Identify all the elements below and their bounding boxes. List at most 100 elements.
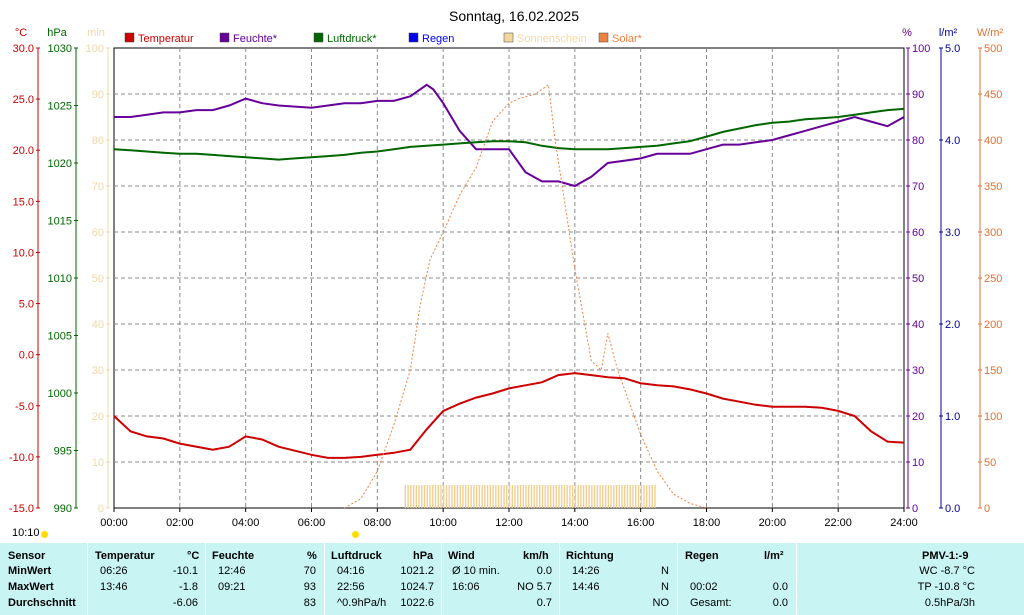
axis-tick-label: 70 xyxy=(92,181,104,193)
humidity-time: 12:46 xyxy=(218,565,246,577)
axis-tick-label: 300 xyxy=(984,227,1002,239)
legend-label: Sonnenschein xyxy=(517,33,587,45)
axis-tick-label: 80 xyxy=(92,135,104,147)
axis-tick-label: 990 xyxy=(54,503,72,515)
temp-value: -10.1 xyxy=(172,565,198,577)
legend-swatch xyxy=(503,32,514,43)
chart-grid xyxy=(113,47,905,509)
axis-tick-label: 1010 xyxy=(48,273,72,285)
axis-tick-label: 50 xyxy=(92,273,104,285)
axis-unit-label: % xyxy=(902,27,912,39)
axis-tick-label: 500 xyxy=(984,43,1002,55)
wind-value: NO 5.7 xyxy=(517,581,552,593)
axis-tick-label: 10 xyxy=(92,457,104,469)
timestamp-label: 10:10 xyxy=(12,527,40,539)
axis-tick-label: 100 xyxy=(86,43,104,55)
axis-tick-label: -10.0 xyxy=(9,452,34,464)
axis-tick-label: 30.0 xyxy=(13,43,34,55)
humidity-value: 70 xyxy=(303,565,316,577)
comfort-value: WC -8.7 °C xyxy=(919,565,975,577)
axis-tick-label: 150 xyxy=(984,365,1002,377)
axis-tick-label: 80 xyxy=(912,135,924,147)
x-tick-label: 08:00 xyxy=(364,517,392,529)
series-line xyxy=(114,83,905,188)
pressure-value: 1024.7 xyxy=(400,581,434,593)
rain-value: 0.0 xyxy=(772,581,788,593)
wind-value: 0.0 xyxy=(536,565,552,577)
axis-tick-label: 15.0 xyxy=(13,196,34,208)
header-rain-unit: l/m² xyxy=(764,550,784,562)
axis-tick-label: 1025 xyxy=(48,101,72,113)
axis-tick-label: 20 xyxy=(92,411,104,423)
axis-tick-label: 2.0 xyxy=(945,319,960,331)
axis-tick-label: 90 xyxy=(92,89,104,101)
row-label: Durchschnitt xyxy=(8,597,76,609)
x-tick-label: 00:00 xyxy=(100,517,128,529)
pressure-value: 1021.2 xyxy=(400,565,434,577)
direction-time: 14:26 xyxy=(572,565,600,577)
marker-dot xyxy=(41,531,48,538)
comfort-value: TP -10.8 °C xyxy=(917,581,975,593)
temp-time: 13:46 xyxy=(100,581,128,593)
axis-unit-label: hPa xyxy=(47,27,67,39)
statistics-table: Sensor Temperatur °C Feuchte % Luftdruck… xyxy=(0,543,1024,615)
header-wind-unit: km/h xyxy=(523,550,549,562)
x-tick-label: 02:00 xyxy=(166,517,194,529)
chart-title: Sonntag, 16.02.2025 xyxy=(449,8,579,24)
axis-tick-label: 90 xyxy=(912,89,924,101)
axis-tick-label: 100 xyxy=(984,411,1002,423)
x-tick-label: 18:00 xyxy=(693,517,721,529)
axis-tick-label: 1030 xyxy=(48,43,72,55)
header-rain: Regen xyxy=(685,550,719,562)
row-label: MaxWert xyxy=(8,581,54,593)
axis-tick-label: 1000 xyxy=(48,388,72,400)
header-temperature: Temperatur xyxy=(95,550,155,562)
direction-value: N xyxy=(661,581,669,593)
legend-swatch xyxy=(598,32,609,43)
temp-value: -1.8 xyxy=(179,581,198,593)
humidity-value: 83 xyxy=(303,597,316,609)
axis-tick-label: 40 xyxy=(92,319,104,331)
wind-time: Ø 10 min. xyxy=(452,565,500,577)
series-line xyxy=(113,107,905,161)
axis-tick-label: 30 xyxy=(92,365,104,377)
legend-label: Solar* xyxy=(612,33,643,45)
axis-tick-label: 5.0 xyxy=(19,299,34,311)
rain-time: 00:02 xyxy=(690,581,718,593)
axis-tick-label: 70 xyxy=(912,181,924,193)
sunshine-bars xyxy=(404,485,656,508)
pressure-value: 1022.6 xyxy=(400,597,434,609)
x-tick-label: 16:00 xyxy=(627,517,655,529)
legend-swatch xyxy=(313,32,324,43)
x-tick-label: 24:00 xyxy=(890,517,918,529)
axis-tick-label: 200 xyxy=(984,319,1002,331)
x-tick-label: 14:00 xyxy=(561,517,589,529)
axis-tick-label: 30 xyxy=(912,365,924,377)
axis-tick-label: 10.0 xyxy=(13,247,34,259)
legend-label: Luftdruck* xyxy=(327,33,377,45)
x-tick-label: 10:00 xyxy=(429,517,457,529)
axis-tick-label: -5.0 xyxy=(15,401,34,413)
axis-tick-label: 0 xyxy=(98,503,104,515)
series-line xyxy=(344,83,707,509)
humidity-value: 93 xyxy=(303,581,316,593)
weather-chart: Sonntag, 16.02.2025 °C 30.0 25.0 20.0 15.0 10… xyxy=(9,8,1004,529)
pressure-time: 04:16 xyxy=(337,565,365,577)
header-wind: Wind xyxy=(448,550,475,562)
direction-time: 14:46 xyxy=(572,581,600,593)
pressure-time: ^0.9hPa/h xyxy=(337,597,387,609)
axis-tick-label: 10 xyxy=(912,457,924,469)
axis-tick-label: 60 xyxy=(92,227,104,239)
x-tick-label: 12:00 xyxy=(495,517,523,529)
axis-tick-label: 5.0 xyxy=(945,43,960,55)
temp-value: -6.06 xyxy=(172,597,198,609)
comfort-value: 0.5hPa/3h xyxy=(924,597,975,609)
axis-tick-label: 50 xyxy=(984,457,996,469)
axis-tick-label: 350 xyxy=(984,181,1002,193)
wind-value: 0.7 xyxy=(536,597,552,609)
axis-tick-label: 400 xyxy=(984,135,1002,147)
marker-dot xyxy=(352,531,359,538)
axis-tick-label: 1005 xyxy=(48,331,72,343)
axis-unit-label: °C xyxy=(15,27,27,39)
header-pmv: PMV-1:-9 xyxy=(922,550,969,562)
